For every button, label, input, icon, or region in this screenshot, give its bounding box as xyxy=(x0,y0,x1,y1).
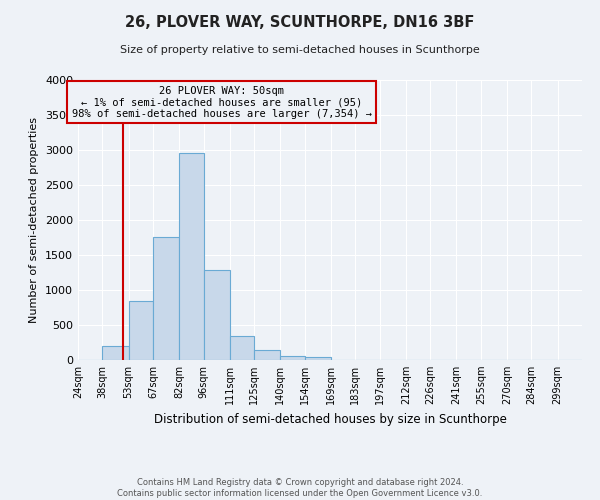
Text: 26, PLOVER WAY, SCUNTHORPE, DN16 3BF: 26, PLOVER WAY, SCUNTHORPE, DN16 3BF xyxy=(125,15,475,30)
Text: 26 PLOVER WAY: 50sqm
← 1% of semi-detached houses are smaller (95)
98% of semi-d: 26 PLOVER WAY: 50sqm ← 1% of semi-detach… xyxy=(71,86,371,119)
Text: Size of property relative to semi-detached houses in Scunthorpe: Size of property relative to semi-detach… xyxy=(120,45,480,55)
Bar xyxy=(153,237,179,360)
Bar xyxy=(128,300,153,360)
Bar xyxy=(203,270,230,360)
Text: Contains HM Land Registry data © Crown copyright and database right 2024.
Contai: Contains HM Land Registry data © Crown c… xyxy=(118,478,482,498)
Bar xyxy=(280,356,305,360)
Bar xyxy=(230,336,254,360)
Bar xyxy=(179,154,203,360)
Y-axis label: Number of semi-detached properties: Number of semi-detached properties xyxy=(29,117,40,323)
Bar xyxy=(103,346,128,360)
Bar xyxy=(254,350,280,360)
Bar xyxy=(305,356,331,360)
X-axis label: Distribution of semi-detached houses by size in Scunthorpe: Distribution of semi-detached houses by … xyxy=(154,412,506,426)
